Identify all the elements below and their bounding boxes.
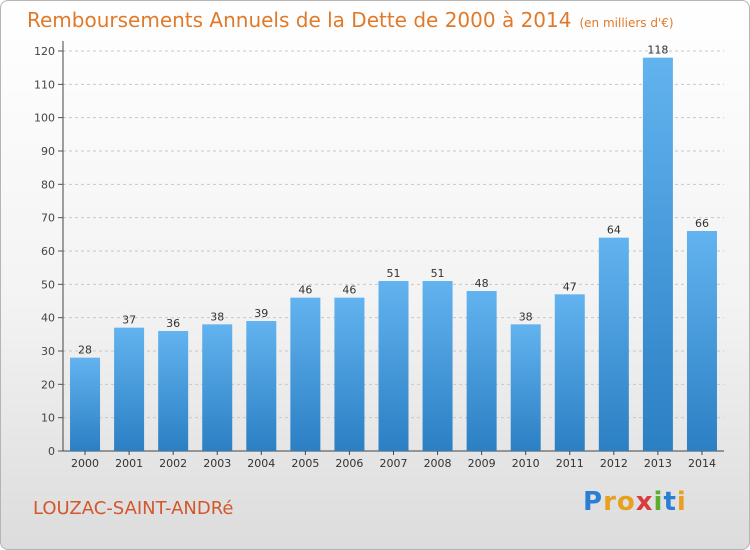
bars [70, 57, 717, 452]
bar [554, 294, 585, 451]
data-label: 51 [387, 267, 401, 280]
x-tick-label: 2001 [115, 457, 143, 470]
x-tick-label: 2011 [556, 457, 584, 470]
bar [466, 291, 497, 451]
y-tick-label: 110 [34, 78, 55, 91]
chart-unit-note: (en milliers d'€) [579, 16, 674, 30]
logo-letter: i [676, 487, 687, 517]
bar [158, 331, 189, 451]
bar [246, 321, 277, 451]
x-tick-label: 2005 [291, 457, 319, 470]
x-tick-label: 2007 [380, 457, 408, 470]
bar [686, 231, 717, 451]
data-label: 46 [298, 284, 312, 297]
x-tick-label: 2004 [247, 457, 275, 470]
bar [290, 297, 321, 451]
logo-letter: o [616, 487, 636, 517]
logo-letter: i [653, 487, 664, 517]
bar [334, 297, 365, 451]
y-tick-label: 90 [41, 145, 55, 158]
commune-name: LOUZAC-SAINT-ANDRé [33, 498, 234, 519]
x-tick-label: 2012 [600, 457, 628, 470]
data-label: 66 [695, 217, 709, 230]
x-tick-label: 2014 [688, 457, 716, 470]
y-tick-label: 120 [34, 45, 55, 58]
bar [70, 357, 101, 451]
y-tick-label: 0 [48, 445, 55, 458]
logo-letter: t [663, 487, 677, 517]
y-tick-label: 50 [41, 278, 55, 291]
x-tick-label: 2009 [468, 457, 496, 470]
bar [378, 281, 409, 451]
chart-title: Remboursements Annuels de la Dette de 20… [27, 8, 674, 32]
y-tick-label: 80 [41, 178, 55, 191]
labels: 0 10 20 30 40 50 60 70 80 90 100 110 120 28 2000 37 2001… [34, 44, 716, 470]
x-tick-label: 2000 [71, 457, 99, 470]
data-label: 36 [166, 317, 180, 330]
data-label: 47 [563, 280, 577, 293]
logo-letter: x [635, 487, 654, 517]
bar [510, 324, 541, 451]
x-tick-label: 2002 [159, 457, 187, 470]
y-tick-label: 40 [41, 312, 55, 325]
y-tick-label: 100 [34, 112, 55, 125]
logo-letter: P [583, 487, 604, 517]
data-label: 64 [607, 224, 621, 237]
bar [598, 237, 629, 451]
data-label: 38 [519, 310, 533, 323]
y-tick-label: 60 [41, 245, 55, 258]
x-tick-label: 2013 [644, 457, 672, 470]
y-tick-label: 10 [41, 412, 55, 425]
x-tick-label: 2003 [203, 457, 231, 470]
data-label: 38 [210, 310, 224, 323]
chart-title-text: Remboursements Annuels de la Dette de 20… [27, 8, 572, 32]
y-tick-label: 20 [41, 378, 55, 391]
x-tick-label: 2008 [424, 457, 452, 470]
proxiti-logo[interactable]: Proxiti [583, 487, 687, 517]
bar [114, 327, 145, 451]
data-label: 48 [475, 277, 489, 290]
bar [202, 324, 233, 451]
data-label: 37 [122, 314, 136, 327]
bar [642, 57, 673, 452]
data-label: 46 [342, 284, 356, 297]
x-tick-label: 2006 [335, 457, 363, 470]
data-label: 28 [78, 344, 92, 357]
bar [422, 281, 453, 451]
x-tick-label: 2010 [512, 457, 540, 470]
data-label: 118 [647, 44, 668, 57]
data-label: 39 [254, 307, 268, 320]
data-label: 51 [431, 267, 445, 280]
logo-letter: r [603, 487, 617, 517]
y-tick-label: 30 [41, 345, 55, 358]
y-tick-label: 70 [41, 212, 55, 225]
